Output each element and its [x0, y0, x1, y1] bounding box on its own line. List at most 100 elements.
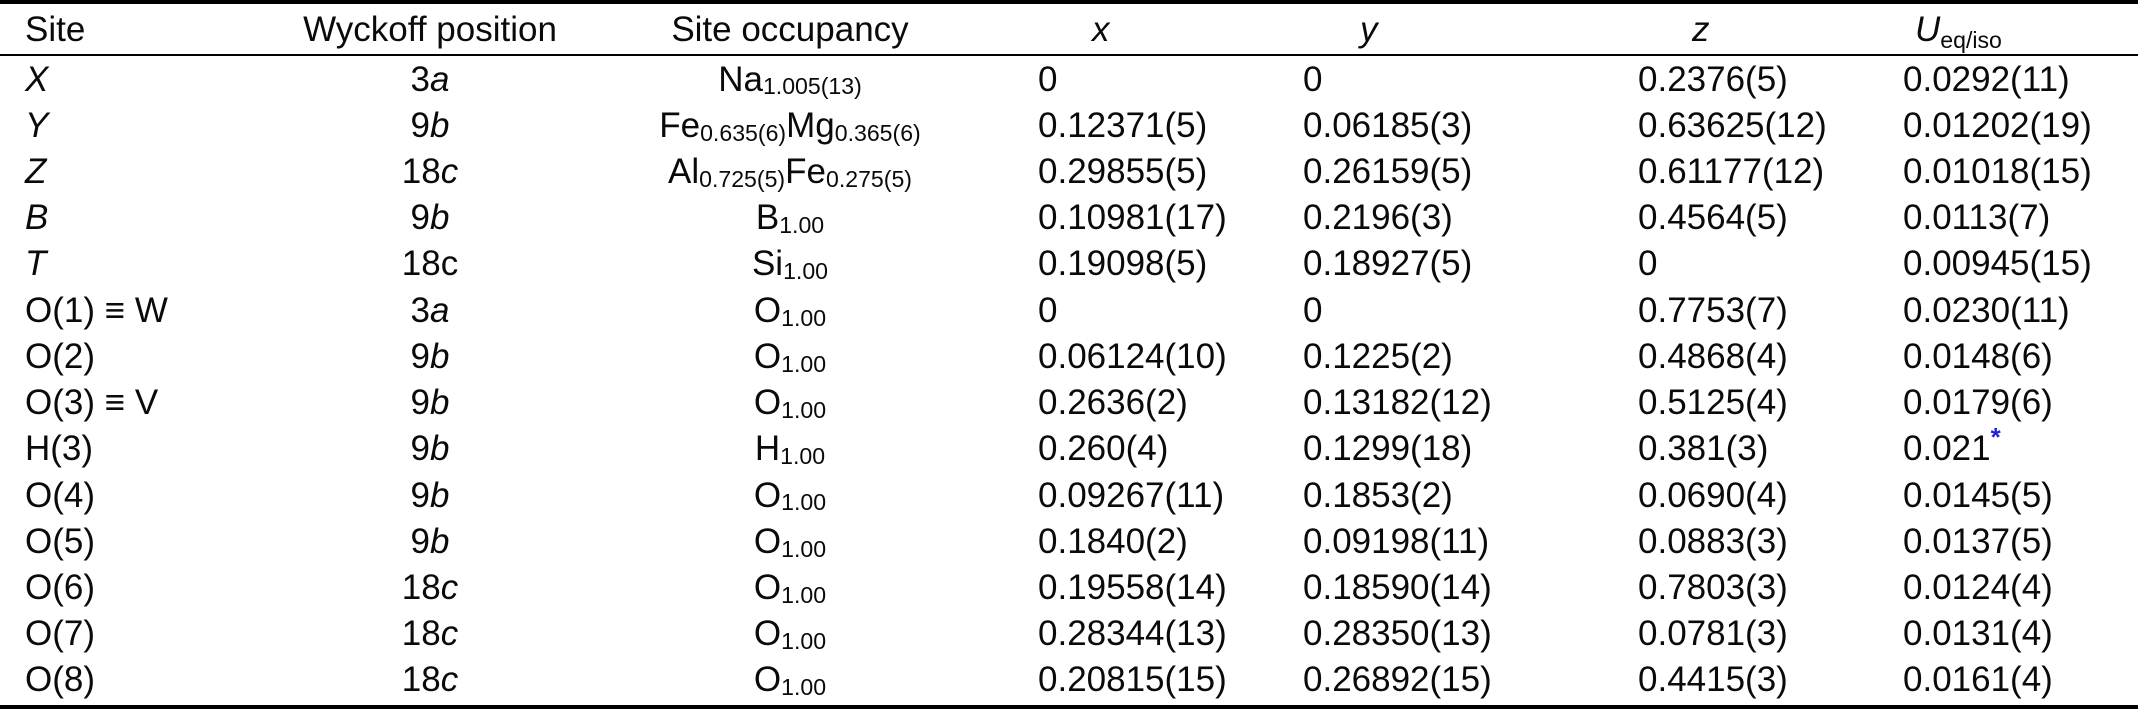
cell-x: 0.19098(5): [1038, 244, 1208, 284]
col-header-site: Site: [0, 4, 300, 54]
cell-site: Y: [25, 105, 49, 145]
col-header-wyckoff: Wyckoff position: [300, 4, 560, 54]
cell-z: 0.0690(4): [1638, 475, 1788, 515]
cell-site-occupancy: B 1.00: [755, 198, 825, 239]
cell-ueq-iso: 0.00945(15): [1903, 244, 2092, 284]
cell-y: 0: [1303, 59, 1323, 99]
cell-site: H(3): [25, 429, 94, 469]
cell-site: O(4): [25, 475, 95, 515]
col-header-occupancy: Site occupancy: [560, 4, 1020, 54]
cell-z: 0.61177(12): [1638, 152, 1825, 192]
table-header-row: Site Wyckoff position Site occupancy x y…: [0, 4, 2138, 56]
cell-ueq-iso: 0.0179(6): [1903, 383, 2053, 423]
cell-site-occupancy: O 1.00: [753, 567, 827, 608]
cell-y: 0.13182(12): [1303, 383, 1492, 423]
cell-z: 0.4868(4): [1638, 336, 1788, 376]
cell-x: 0.28344(13): [1038, 614, 1227, 654]
cell-site-occupancy: O 1.00: [753, 660, 827, 701]
cell-x: 0: [1038, 59, 1058, 99]
cell-x: 0.260(4): [1038, 429, 1169, 469]
cell-z: 0.7803(3): [1638, 567, 1788, 607]
cell-y: 0.2196(3): [1303, 198, 1453, 238]
cell-site-occupancy: O 1.00: [753, 383, 827, 423]
col-header-z: z: [1620, 4, 1885, 54]
cell-z: 0.5125(4): [1638, 383, 1788, 423]
cell-x: 0.1840(2): [1038, 521, 1188, 561]
cell-z: 0.7753(7): [1638, 290, 1788, 330]
cell-y: 0: [1303, 290, 1323, 330]
cell-z: 0.4415(3): [1638, 660, 1788, 700]
table-row: O(3) ≡ V 9 b O 1.00 0.2636(2) 0.13182(12) 0.512…: [0, 380, 2138, 426]
cell-site-occupancy: O 1.00: [753, 614, 827, 655]
cell-z: 0.381(3): [1638, 429, 1769, 469]
col-header-wyckoff-label: Wyckoff position: [303, 9, 557, 49]
col-header-x-label: x: [1092, 9, 1110, 49]
cell-site: X: [25, 59, 49, 99]
cell-site-occupancy: Na 1.005(13): [718, 59, 862, 100]
cell-site: O(5): [25, 521, 95, 561]
table-row: O(6) 18 c O 1.00 0.19558(14) 0.18590(14) 0.7803…: [0, 564, 2138, 610]
cell-ueq-iso: 0.0230(11): [1903, 290, 2070, 330]
cell-site-occupancy: O 1.00: [753, 475, 827, 516]
table-row: Z 18 c Al 0.725(5) Fe 0.275(5) 0.29855(5) 0.2615…: [0, 148, 2138, 194]
cell-site-occupancy: O 1.00: [753, 521, 827, 562]
cell-site: O(3) ≡ V: [25, 383, 159, 423]
col-header-site-label: Site: [25, 9, 86, 49]
cell-y: 0.26892(15): [1303, 660, 1492, 700]
cell-y: 0.06185(3): [1303, 105, 1473, 145]
cell-y: 0.18927(5): [1303, 244, 1473, 284]
cell-x: 0.19558(14): [1038, 567, 1227, 607]
table-row: O(5) 9 b O 1.00 0.1840(2) 0.09198(11) 0.0883(3)…: [0, 518, 2138, 564]
col-header-y-label: y: [1360, 9, 1378, 49]
cell-y: 0.28350(13): [1303, 614, 1492, 654]
cell-z: 0.4564(5): [1638, 198, 1788, 238]
cell-site: T: [25, 244, 47, 284]
col-header-z-label: z: [1692, 9, 1710, 49]
cell-x: 0.29855(5): [1038, 152, 1208, 192]
cell-site-occupancy: Fe 0.635(6) Mg 0.365(6): [659, 105, 921, 146]
cell-ueq-iso: 0.021 *: [1903, 423, 2001, 469]
cell-z: 0: [1638, 244, 1658, 284]
cell-site-occupancy: H 1.00: [754, 429, 826, 470]
col-header-y: y: [1285, 4, 1620, 54]
col-header-ueq-iso: Ueq/iso: [1885, 4, 2138, 54]
cell-y: 0.1853(2): [1303, 475, 1453, 515]
table-row: O(8) 18 c O 1.00 0.20815(15) 0.26892(15) 0.4415…: [0, 657, 2138, 703]
cell-z: 0.2376(5): [1638, 59, 1788, 99]
cell-ueq-iso: 0.01202(19): [1903, 105, 2092, 145]
table-body: X 3 a Na 1.005(13) 0 0 0.2376(5) 0.0292(11) Y 9 b Fe…: [0, 56, 2138, 703]
cell-ueq-iso: 0.0145(5): [1903, 475, 2053, 515]
cell-site: Z: [25, 152, 47, 192]
cell-ueq-iso: 0.0292(11): [1903, 59, 2070, 99]
cell-ueq-iso: 0.01018(15): [1903, 152, 2092, 192]
cell-z: 0.63625(12): [1638, 105, 1827, 145]
col-header-occupancy-label: Site occupancy: [671, 9, 909, 49]
cell-x: 0.2636(2): [1038, 383, 1188, 423]
cell-x: 0: [1038, 290, 1058, 330]
table-row: Y 9 b Fe 0.635(6) Mg 0.365(6) 0.12371(5) 0.06185…: [0, 102, 2138, 148]
cell-ueq-iso: 0.0148(6): [1903, 336, 2053, 376]
cell-site: O(2): [25, 336, 95, 376]
cell-z: 0.0883(3): [1638, 521, 1788, 561]
cell-ueq-iso: 0.0137(5): [1903, 521, 2053, 561]
cell-x: 0.12371(5): [1038, 105, 1208, 145]
cell-ueq-iso: 0.0113(7): [1903, 198, 2051, 238]
cell-x: 0.20815(15): [1038, 660, 1227, 700]
table-row: H(3) 9 b H 1.00 0.260(4) 0.1299(18) 0.381(3) 0.0…: [0, 423, 2138, 472]
table-row: O(2) 9 b O 1.00 0.06124(10) 0.1225(2) 0.4868(4)…: [0, 333, 2138, 379]
cell-wyckoff-position: 18c: [401, 244, 459, 284]
cell-site: O(7): [25, 614, 95, 654]
cell-site: O(1) ≡ W: [25, 290, 168, 330]
